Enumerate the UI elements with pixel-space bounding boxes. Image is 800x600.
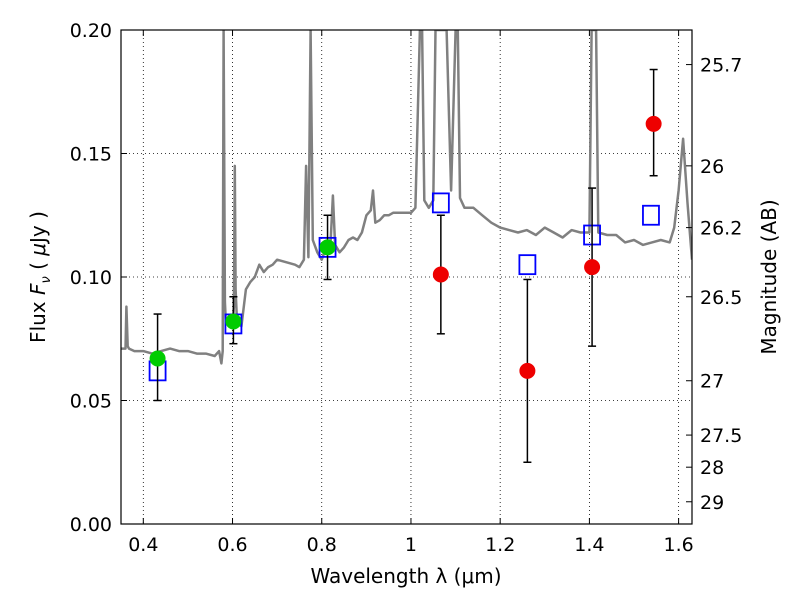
ticks — [121, 29, 692, 525]
y-tick-label: 0.20 — [70, 20, 112, 42]
plot-frame — [120, 29, 693, 525]
data-point-circle — [149, 350, 166, 367]
y2-tick-label: 27 — [700, 371, 724, 393]
x-axis-title: Wavelength λ (μm) — [310, 564, 501, 588]
plot-area — [121, 30, 692, 463]
x-tick-label: 1.6 — [664, 534, 694, 556]
data-point-circle — [584, 259, 601, 276]
y2-tick-label: 26.5 — [700, 287, 742, 309]
y2-tick-label: 26 — [700, 156, 724, 178]
y2-tick-label: 25.7 — [700, 55, 742, 77]
model-point-square — [518, 254, 537, 276]
x-tick-label: 0.6 — [217, 534, 247, 556]
x-tick-label: 1.2 — [485, 534, 515, 556]
x-tick-label: 1 — [405, 534, 417, 556]
data-point-circle — [519, 362, 536, 379]
spectrum-line — [121, 30, 692, 365]
model-point-square — [431, 192, 450, 214]
y-axis-title: Flux Fν ( μJy ) — [26, 211, 54, 343]
y-tick-label: 0.00 — [70, 514, 112, 536]
y-tick-label: 0.05 — [70, 391, 112, 413]
data-point-circle — [225, 313, 242, 330]
x-tick-label: 0.8 — [307, 534, 337, 556]
data-point-circle — [319, 239, 336, 256]
grid — [121, 29, 692, 525]
x-tick-label: 1.4 — [574, 534, 604, 556]
model-point-square — [642, 204, 660, 226]
y2-tick-label: 27.5 — [700, 425, 742, 447]
data-point-circle — [645, 115, 662, 132]
y-tick-label: 0.15 — [70, 144, 112, 166]
y-tick-label: 0.10 — [70, 267, 112, 289]
tick-labels: 0.4 0.6 0.8 1 1.2 1.4 1.6 0.00 0.05 0.10 0.15 0.20 2… — [70, 20, 743, 556]
y2-axis-title: Magnitude (AB) — [757, 199, 781, 354]
data-point-circle — [432, 266, 449, 283]
y2-tick-label: 26.2 — [700, 218, 742, 240]
y2-tick-label: 28 — [700, 457, 724, 479]
y2-tick-label: 29 — [700, 492, 724, 514]
x-tick-label: 0.4 — [128, 534, 158, 556]
